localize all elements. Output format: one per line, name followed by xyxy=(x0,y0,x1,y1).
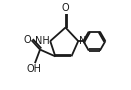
Text: N: N xyxy=(79,36,86,46)
Text: NH: NH xyxy=(35,36,49,46)
Text: O: O xyxy=(23,35,31,45)
Text: OH: OH xyxy=(27,64,42,74)
Text: O: O xyxy=(62,3,69,13)
